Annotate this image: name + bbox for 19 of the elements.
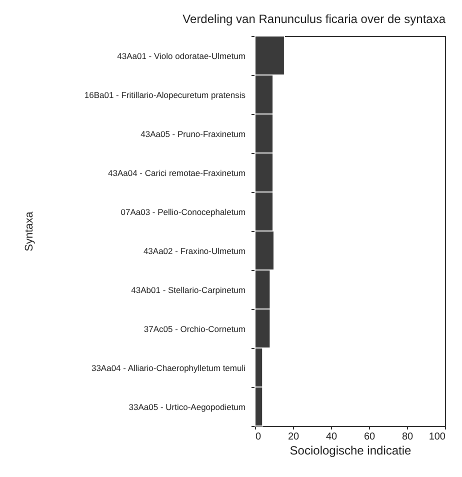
y-tick-label: 43Aa05 - Pruno-Fraxinetum (140, 129, 246, 139)
y-axis-title: Syntaxa (23, 210, 36, 252)
x-axis-title: Sociologische indicatie (290, 444, 412, 458)
x-tick-label: 0 (256, 432, 262, 442)
y-tick-label: 43Ab01 - Stellario-Carpinetum (131, 285, 246, 295)
y-tick-label: 37Ac05 - Orchio-Cornetum (144, 324, 246, 334)
x-tick-label: 40 (326, 432, 338, 442)
y-tick-label: 43Aa04 - Carici remotae-Fraxinetum (108, 168, 246, 178)
y-tick-label: 33Aa04 - Alliario-Chaerophylletum temuli (91, 363, 246, 373)
y-tick-label: 33Aa05 - Urtico-Aegopodietum (128, 402, 246, 412)
y-tick-label: 43Aa02 - Fraxino-Ulmetum (143, 246, 246, 256)
y-tick-label: 16Ba01 - Fritillario-Alopecuretum pratensis (84, 90, 246, 100)
chart-title: Verdeling van Ranunculus ficaria over de syntaxa (182, 12, 446, 26)
x-tick-label: 20 (288, 432, 300, 442)
x-tick-label: 80 (402, 432, 414, 442)
x-tick-label: 60 (364, 432, 376, 442)
x-tick-label: 100 (428, 432, 446, 442)
y-tick-label: 07Aa03 - Pellio-Conocephaletum (120, 207, 246, 217)
y-tick-label: 43Aa01 - Violo odoratae-Ulmetum (117, 51, 246, 61)
